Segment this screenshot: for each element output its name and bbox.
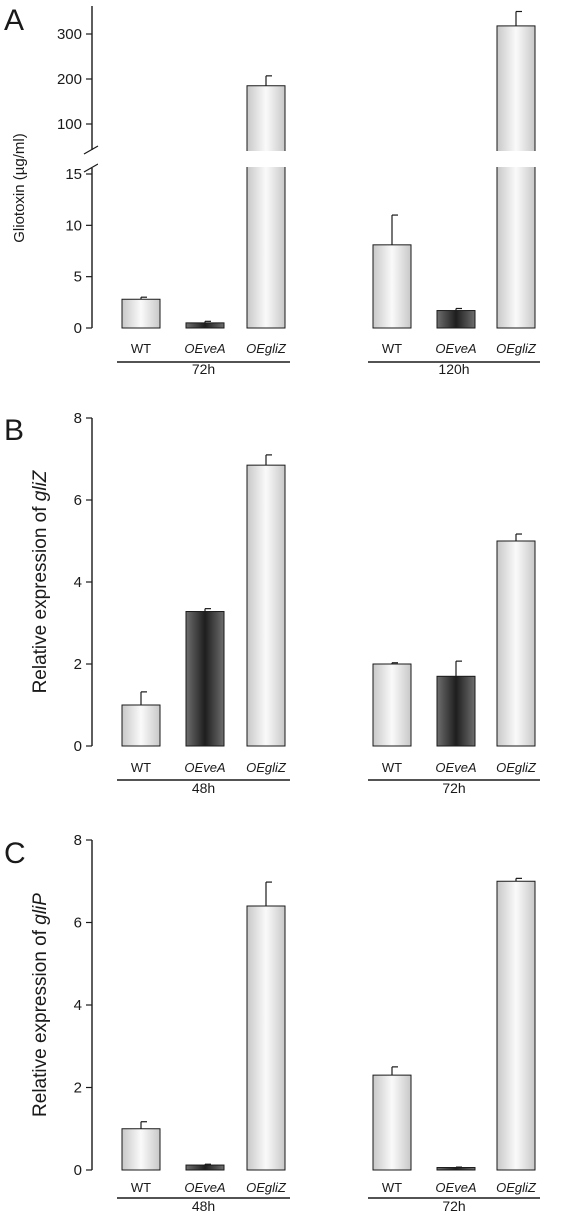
x-category-label: WT xyxy=(131,1180,151,1195)
panel-letter: C xyxy=(4,837,26,870)
panel-letter: A xyxy=(4,4,24,37)
bar xyxy=(121,1128,161,1171)
x-category-label: OEgliZ xyxy=(246,1180,287,1195)
x-category-label: OEgliZ xyxy=(496,1180,537,1195)
bar xyxy=(185,611,225,747)
bar xyxy=(372,1074,412,1171)
y-tick-label: 15 xyxy=(65,166,82,183)
bar xyxy=(372,244,412,329)
bar xyxy=(121,298,161,329)
x-category-label: WT xyxy=(382,760,402,775)
y-tick-label: 300 xyxy=(57,26,82,43)
group-label: 120h xyxy=(438,361,469,377)
x-category-label: WT xyxy=(131,760,151,775)
y-tick-label: 100 xyxy=(57,116,82,133)
y-tick-label: 4 xyxy=(74,997,82,1014)
x-category-label: OEveA xyxy=(435,341,476,356)
group-label: 48h xyxy=(192,1198,215,1214)
x-category-label: OEveA xyxy=(435,760,476,775)
y-axis-label: Gliotoxin (µg/ml) xyxy=(11,133,28,243)
bar xyxy=(185,1164,225,1171)
bar xyxy=(185,322,225,329)
bar xyxy=(246,85,286,329)
axis-break-mark xyxy=(83,145,99,155)
x-category-label: OEveA xyxy=(184,1180,225,1195)
bar xyxy=(496,540,536,747)
axis-break-gap xyxy=(98,151,564,167)
panel-b: B 0 2 4 6 8 Relative expression of gliZ WT OEveA… xyxy=(4,410,540,796)
y-tick-label: 0 xyxy=(74,1162,82,1179)
panel-c: C 0 2 4 6 8 Relative expression of gliP WT OEveA… xyxy=(4,832,540,1214)
y-tick-label: 6 xyxy=(74,915,82,932)
y-tick-label: 5 xyxy=(74,269,82,286)
bar xyxy=(121,704,161,747)
bar xyxy=(372,663,412,747)
bar xyxy=(496,25,536,329)
y-tick-label: 0 xyxy=(74,320,82,337)
bar xyxy=(436,310,476,329)
bar xyxy=(246,464,286,747)
bar xyxy=(496,880,536,1171)
bar xyxy=(246,905,286,1171)
x-category-label: OEgliZ xyxy=(496,760,537,775)
axis-break-mark xyxy=(83,163,99,173)
y-tick-label: 0 xyxy=(74,738,82,755)
y-tick-label: 4 xyxy=(74,574,82,591)
x-category-label: WT xyxy=(131,341,151,356)
x-category-label: OEveA xyxy=(435,1180,476,1195)
x-category-label: OEveA xyxy=(184,341,225,356)
y-tick-label: 2 xyxy=(74,1080,82,1097)
group-label: 72h xyxy=(192,361,215,377)
x-category-label: OEveA xyxy=(184,760,225,775)
bar xyxy=(436,675,476,747)
y-axis-label: Relative expression of gliP xyxy=(30,893,51,1117)
y-tick-label: 2 xyxy=(74,656,82,673)
y-axis-label: Relative expression of gliZ xyxy=(30,469,51,693)
group-label: 72h xyxy=(442,780,465,796)
y-tick-label: 8 xyxy=(74,410,82,427)
x-category-label: WT xyxy=(382,1180,402,1195)
x-category-label: OEgliZ xyxy=(496,341,537,356)
x-category-label: OEgliZ xyxy=(246,760,287,775)
y-tick-label: 6 xyxy=(74,492,82,509)
y-tick-label: 200 xyxy=(57,71,82,88)
bar xyxy=(436,1167,476,1171)
panel-a: A 100 200 300 0 5 10 15 Gliotoxin (µg/ml) WT OEveA… xyxy=(4,4,564,377)
group-label: 48h xyxy=(192,780,215,796)
x-category-label: OEgliZ xyxy=(246,341,287,356)
x-category-label: WT xyxy=(382,341,402,356)
y-tick-label: 10 xyxy=(65,217,82,234)
y-tick-label: 8 xyxy=(74,832,82,849)
group-label: 72h xyxy=(442,1198,465,1214)
panel-letter: B xyxy=(4,414,24,447)
